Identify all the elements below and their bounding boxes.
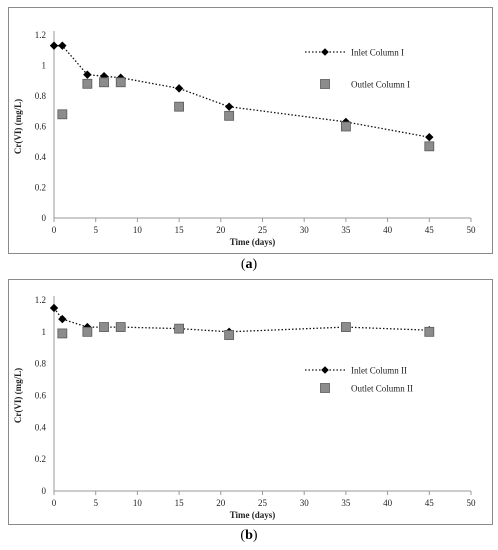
chart-a-outlet-point	[99, 77, 109, 88]
chart-b-x-tick-label: 50	[467, 498, 477, 508]
chart-b-y-axis-title: Cr(VI) (mg/L)	[13, 368, 23, 423]
chart-a-inlet-point	[83, 70, 92, 79]
chart-b-svg: 0 5 10 15 20 25 30 35 40 45 50 0 0.2 0.4 0.6 0.8 1 1.2 Tim…	[13, 295, 477, 520]
chart-b-outlet-point	[340, 322, 351, 332]
chart-a-outlet-point	[174, 101, 185, 112]
chart-b-x-tick-label: 40	[383, 498, 393, 508]
chart-a-outlet-point	[340, 121, 351, 132]
chart-a-svg: 0 5 10 15 20 25 30 35 40 45 50 0 0.2 0.4 0.6 0.8 1 1.2 Tim…	[13, 30, 477, 247]
chart-a-inlet-line	[54, 45, 430, 138]
chart-a-x-tick-label: 35	[341, 225, 351, 235]
chart-a-y-tick-label: 1.2	[35, 30, 46, 40]
chart-a-x-tick-label: 10	[133, 225, 143, 235]
chart-b-x-tick-label: 10	[133, 498, 143, 508]
chart-a-x-tick-label: 25	[258, 225, 268, 235]
chart-b-outlet-point	[82, 326, 93, 337]
chart-panel-b: 0 5 10 15 20 25 30 35 40 45 50 0 0.2 0.4 0.6 0.8 1 1.2 Tim…	[8, 279, 493, 525]
chart-a-legend-outlet-marker	[320, 79, 330, 89]
chart-a-y-tick-label: 0	[42, 213, 47, 223]
chart-a-x-tick-label: 15	[175, 225, 185, 235]
chart-a-outlet-point	[57, 109, 68, 120]
chart-a-inlet-point	[224, 102, 234, 111]
chart-b-y-tick-label: 0.2	[35, 454, 46, 464]
chart-b-inlet-point	[49, 303, 59, 313]
chart-b-x-tick-label: 45	[425, 498, 435, 508]
chart-a-outlet-point	[115, 77, 126, 88]
chart-b-x-axis-title: Time (days)	[230, 510, 276, 520]
chart-a-x-tick-label: 50	[467, 225, 477, 235]
chart-a-x-tick-label: 40	[383, 225, 393, 235]
chart-b-x-tick-label: 20	[216, 498, 226, 508]
chart-b-x-tick-label: 30	[300, 498, 310, 508]
chart-b-y-tick-label: 0	[42, 486, 47, 496]
chart-a-legend-outlet-label: Outlet Column I	[351, 80, 410, 90]
chart-b-inlet-line	[53, 307, 430, 333]
chart-b-legend-outlet-label: Outlet Column II	[351, 384, 413, 394]
chart-b-outlet-point	[115, 322, 126, 332]
chart-b-outlet-point	[57, 328, 68, 339]
chart-b-x-tick-label: 35	[341, 498, 351, 508]
chart-a-legend-inlet-marker	[321, 48, 329, 56]
chart-a-outlet-point	[424, 141, 435, 152]
chart-b-legend-inlet-label: Inlet Column II	[351, 366, 407, 376]
chart-b-y-tick-label: 0.8	[35, 359, 47, 369]
chart-b-x-tick-label: 25	[258, 498, 268, 508]
chart-a-inlet-point	[174, 84, 184, 93]
chart-a-x-tick-label: 0	[52, 225, 57, 235]
caption-a-label: a	[245, 257, 253, 272]
chart-b-outlet-point	[174, 323, 185, 334]
chart-b-x-tick-label: 5	[93, 498, 98, 508]
caption-b: (b)	[240, 528, 258, 543]
chart-a-x-tick-label: 30	[300, 225, 310, 235]
chart-b-x-tick-label: 15	[175, 498, 185, 508]
chart-a-x-tick-label: 5	[93, 225, 98, 235]
chart-b-y-tick-label: 1	[42, 327, 47, 337]
chart-a-x-tick-label: 20	[216, 225, 226, 235]
chart-b-x-tick-label: 0	[52, 498, 57, 508]
chart-a-legend-inlet-label: Inlet Column I	[351, 48, 404, 58]
chart-a-y-tick-label: 1	[42, 61, 47, 71]
chart-a-y-axis-title: Cr(VI) (mg/L)	[13, 99, 23, 154]
chart-a-inlet-point	[58, 41, 67, 50]
chart-b-y-tick-label: 0.6	[35, 391, 47, 401]
chart-a-inlet-point	[425, 132, 434, 142]
caption-a: (a)	[240, 257, 258, 272]
chart-a-inlet-point	[49, 41, 59, 50]
chart-a-y-tick-label: 0.2	[35, 183, 46, 193]
chart-panel-a: 0 5 10 15 20 25 30 35 40 45 50 0 0.2 0.4 0.6 0.8 1 1.2 Tim…	[8, 7, 493, 254]
chart-a-outlet-point	[82, 78, 93, 89]
chart-b-outlet-point	[99, 322, 109, 332]
chart-b-outlet-point	[224, 330, 235, 340]
chart-a-y-tick-label: 0.6	[35, 122, 47, 132]
caption-b-label: b	[245, 528, 253, 543]
chart-a-y-tick-label: 0.8	[35, 91, 47, 101]
chart-b-y-tick-label: 0.4	[35, 422, 47, 432]
chart-a-x-tick-label: 45	[425, 225, 435, 235]
chart-a-x-axis-title: Time (days)	[230, 237, 276, 247]
chart-b-legend-outlet-marker	[320, 383, 330, 393]
chart-a-y-tick-label: 0.4	[35, 152, 47, 162]
chart-b-legend-inlet-marker	[321, 366, 329, 374]
chart-b-y-tick-label: 1.2	[35, 295, 46, 305]
chart-b-inlet-point	[58, 314, 67, 324]
chart-a-outlet-point	[224, 110, 235, 121]
chart-b-outlet-point	[424, 326, 435, 337]
